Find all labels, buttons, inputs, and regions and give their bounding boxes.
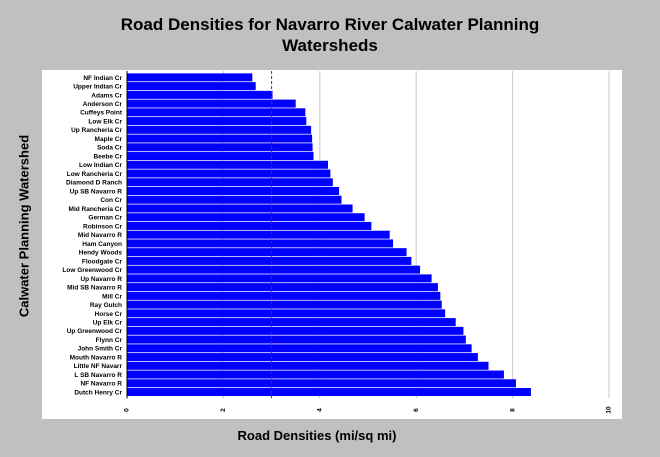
category-label: Upper Indian Cr	[73, 84, 122, 91]
bar	[127, 160, 328, 169]
category-label: Up Navarro R	[80, 276, 122, 283]
bar	[127, 73, 253, 82]
bar	[127, 239, 394, 248]
bar	[127, 134, 313, 143]
category-label: Flynn Cr	[96, 337, 123, 344]
category-label: Up SB Navarro R	[70, 188, 123, 195]
x-tick-label: 0	[124, 408, 131, 412]
category-label: Mid SB Navarro R	[67, 285, 122, 292]
bar	[127, 230, 390, 239]
category-label: German Cr	[88, 215, 122, 222]
category-label: Low Rancheria Cr	[67, 171, 123, 178]
bar	[127, 388, 531, 397]
x-tick-label: 10	[606, 406, 613, 414]
category-label: Up Greenwood Cr	[67, 328, 123, 335]
x-tick-label: 6	[413, 408, 420, 412]
category-label: Low Elk Cr	[88, 118, 122, 125]
bar	[127, 335, 466, 344]
bar	[127, 370, 504, 379]
category-label: Low Greenwood Cr	[62, 267, 122, 274]
category-label: Up Elk Cr	[93, 319, 123, 326]
x-tick-label: 2	[220, 408, 227, 412]
x-axis-label: Road Densities (mi/sq mi)	[237, 428, 397, 443]
category-label: Maple Cr	[95, 136, 123, 143]
bar	[127, 344, 472, 353]
bar	[127, 204, 353, 213]
category-label: Floodgate Cr	[82, 258, 123, 265]
category-label: Hendy Woods	[79, 250, 123, 257]
bar	[127, 99, 296, 108]
x-tick-label: 4	[317, 408, 324, 412]
bar	[127, 108, 306, 117]
category-label: NF Indian Cr	[83, 75, 122, 82]
bar	[127, 326, 464, 335]
bar	[127, 82, 256, 91]
category-label: Mill Cr	[102, 293, 122, 300]
category-label: Diamond D Ranch	[66, 180, 122, 187]
category-label: Soda Cr	[97, 145, 122, 152]
bar	[127, 152, 314, 161]
category-label: Dutch Henry Cr	[74, 389, 122, 396]
bar	[127, 117, 307, 126]
category-label: Mid Navarro R	[78, 232, 122, 239]
bar	[127, 300, 442, 309]
category-label: NF Navarro R	[80, 381, 122, 388]
bar	[127, 353, 478, 362]
x-tick-label: 8	[509, 408, 516, 412]
chart-title-line-2: Watersheds	[282, 36, 378, 55]
category-label: John Smith Cr	[78, 346, 123, 353]
category-label: Low Indian Cr	[79, 162, 122, 169]
bar	[127, 178, 333, 187]
category-label: Ham Canyon	[82, 241, 122, 248]
category-label: Beebe Cr	[93, 153, 122, 160]
category-label: Horse Cr	[95, 311, 123, 318]
category-label: Robinson Cr	[83, 223, 122, 230]
category-label: Little NF Navarr	[74, 363, 123, 370]
bar	[127, 213, 365, 222]
bar	[127, 318, 456, 327]
bar	[127, 379, 516, 388]
bar	[127, 265, 421, 274]
bar	[127, 125, 312, 134]
category-label: L SB Navarro R	[74, 372, 122, 379]
bar	[127, 195, 342, 204]
bar	[127, 283, 438, 292]
bar	[127, 309, 446, 318]
category-label: Mouth Navarro R	[70, 354, 123, 361]
category-label: Up Rancheria Cr	[71, 127, 122, 134]
category-label: Con Cr	[100, 197, 122, 204]
bar	[127, 186, 340, 195]
category-label: Mid Rancheria Cr	[69, 206, 123, 213]
category-label: Adams Cr	[91, 92, 122, 99]
bar	[127, 248, 407, 257]
category-label: Ray Gulch	[90, 302, 122, 309]
bar	[127, 256, 412, 265]
bar	[127, 169, 331, 178]
chart-title: Road Densities for Navarro River Calwate…	[0, 14, 660, 56]
bar	[127, 361, 489, 370]
category-label: Anderson Cr	[83, 101, 123, 108]
bar	[127, 143, 313, 152]
bar	[127, 274, 432, 283]
bar	[127, 90, 273, 99]
bar	[127, 221, 372, 230]
chart-title-line-1: Road Densities for Navarro River Calwate…	[120, 15, 540, 34]
category-label: Cuffeys Point	[80, 110, 123, 117]
bar	[127, 291, 441, 300]
